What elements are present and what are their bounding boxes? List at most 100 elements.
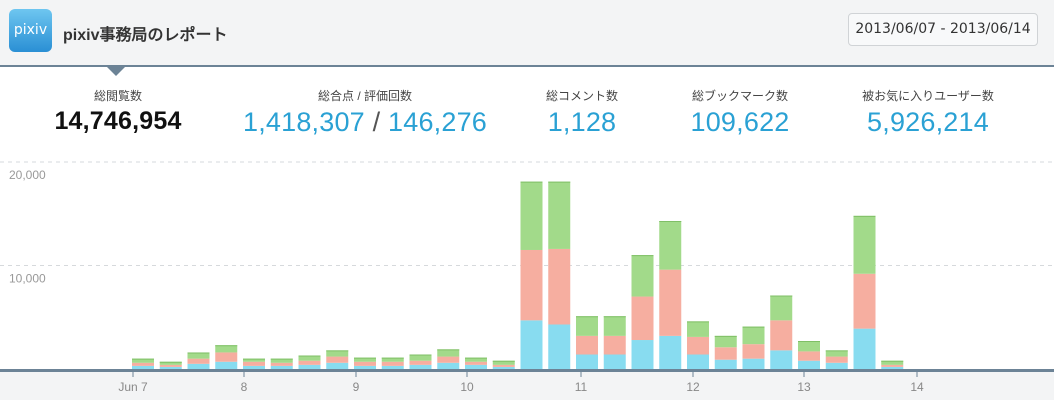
bar-segment — [354, 365, 376, 369]
bar-segment — [659, 335, 682, 369]
bar-segment — [465, 361, 487, 365]
bar-segment — [132, 358, 154, 363]
stat-ratings-count: 146,276 — [388, 107, 488, 137]
logo-text: pixiv — [13, 22, 48, 38]
x-tick-label: 13 — [797, 380, 811, 394]
x-tick-label: 8 — [241, 380, 248, 394]
stat-views-value: 14,746,954 — [54, 107, 182, 135]
stat-favorites-value: 5,926,214 — [867, 107, 989, 137]
bar-segment — [714, 347, 737, 360]
bar-segment — [770, 350, 793, 369]
bar-segment — [243, 358, 265, 362]
bar-segment — [576, 335, 598, 355]
page-title: pixiv事務局のレポート — [63, 27, 228, 44]
stat-favorites-label: 被お気に入りユーザー数 — [862, 89, 994, 103]
bar-segment — [603, 335, 626, 355]
date-range-selector[interactable]: 2013/06/07 - 2013/06/14 — [848, 13, 1038, 46]
bar-segment — [631, 255, 654, 297]
bar-segment — [270, 358, 293, 363]
bar-segment — [437, 362, 460, 369]
bar-segment — [853, 273, 876, 329]
bar-segment — [409, 354, 432, 361]
bar-segment — [798, 351, 820, 361]
bar-segment — [881, 366, 904, 369]
bar-segment — [631, 340, 654, 369]
stat-ratings-separator: / — [364, 107, 389, 137]
stat-bookmarks-value: 109,622 — [690, 107, 790, 137]
stat-comments-value: 1,128 — [547, 107, 617, 137]
bar-segment — [603, 316, 626, 336]
bar-segment — [492, 366, 515, 369]
stat-favorites[interactable]: 被お気に入りユーザー数 5,926,214 — [843, 87, 1013, 138]
bar-segment — [492, 364, 515, 367]
bar-segment — [187, 358, 210, 364]
stat-bookmarks-label: 総ブックマーク数 — [691, 89, 788, 103]
stat-comments[interactable]: 総コメント数 1,128 — [522, 87, 642, 138]
report-header: pixiv pixiv事務局のレポート 2013/06/07 - 2013/06… — [0, 0, 1054, 65]
bar-segment — [187, 352, 210, 359]
x-axis-labels: Jun 7 8 9 10 11 12 13 14 — [118, 372, 924, 394]
x-tick-label: 12 — [686, 380, 700, 394]
bar-segment — [465, 364, 487, 369]
bar-segment — [714, 335, 737, 348]
bar-segment — [714, 359, 737, 369]
bar-segment — [825, 350, 848, 357]
bar-segment — [576, 316, 598, 336]
bar-segment — [548, 181, 571, 249]
bar-segment — [381, 357, 404, 362]
y-tick-label: 10,000 — [9, 272, 46, 286]
bar-segment — [520, 249, 543, 321]
bar-segment — [298, 364, 321, 369]
x-tick-label: 9 — [353, 380, 360, 394]
bar-segment — [298, 355, 321, 361]
active-stat-pointer — [107, 67, 125, 76]
bar-segment — [132, 365, 154, 369]
bar-segment — [520, 181, 543, 250]
bar-segment — [659, 269, 682, 336]
bar-segment — [159, 364, 182, 367]
bar-segment — [742, 344, 765, 359]
bar-segment — [437, 356, 460, 363]
bar-segment — [492, 360, 515, 365]
bar-segment — [465, 357, 487, 362]
bar-segment — [215, 352, 238, 362]
bar-segment — [381, 361, 404, 366]
stat-ratings-score: 1,418,307 — [242, 107, 365, 137]
stat-views[interactable]: 総閲覧数 14,746,954 — [48, 87, 188, 136]
bar-segment — [548, 324, 571, 369]
bar-segment — [187, 363, 210, 369]
bar-segment — [853, 215, 876, 274]
bar-segment — [770, 320, 793, 351]
bar-segment — [631, 296, 654, 341]
bar-segment — [825, 356, 848, 363]
bar-segment — [742, 358, 765, 369]
bar-segment — [659, 220, 682, 270]
bar-segment — [576, 354, 598, 369]
bar-segment — [687, 354, 709, 369]
x-tick-label: 14 — [910, 380, 924, 394]
bar-segment — [215, 345, 238, 353]
bar-segment — [437, 349, 460, 357]
stat-ratings[interactable]: 総合点 / 評価回数 1,418,307 / 146,276 — [235, 87, 495, 138]
x-tick-label: Jun 7 — [118, 380, 148, 394]
bar-segment — [742, 326, 765, 345]
bar-segment — [770, 295, 793, 321]
bar-segment — [825, 362, 848, 369]
bar-segment — [881, 364, 904, 367]
bar-segment — [687, 321, 709, 337]
bar-segment — [243, 361, 265, 366]
x-tick-label: 11 — [575, 380, 588, 394]
bar-segment — [354, 357, 376, 362]
bar-segment — [159, 366, 182, 369]
header-divider — [0, 65, 1054, 67]
pixiv-logo[interactable]: pixiv — [9, 9, 52, 52]
bar-segment — [354, 361, 376, 366]
stat-views-label: 総閲覧数 — [93, 89, 142, 103]
bar-segment — [326, 356, 349, 363]
stat-bookmarks[interactable]: 総ブックマーク数 109,622 — [670, 87, 810, 138]
views-bar-chart: 10,000 20,000 — [0, 161, 1054, 369]
bar-segment — [132, 362, 154, 366]
bar-segment — [409, 364, 432, 369]
bar-segment — [520, 320, 543, 369]
bar-segment — [853, 328, 876, 369]
